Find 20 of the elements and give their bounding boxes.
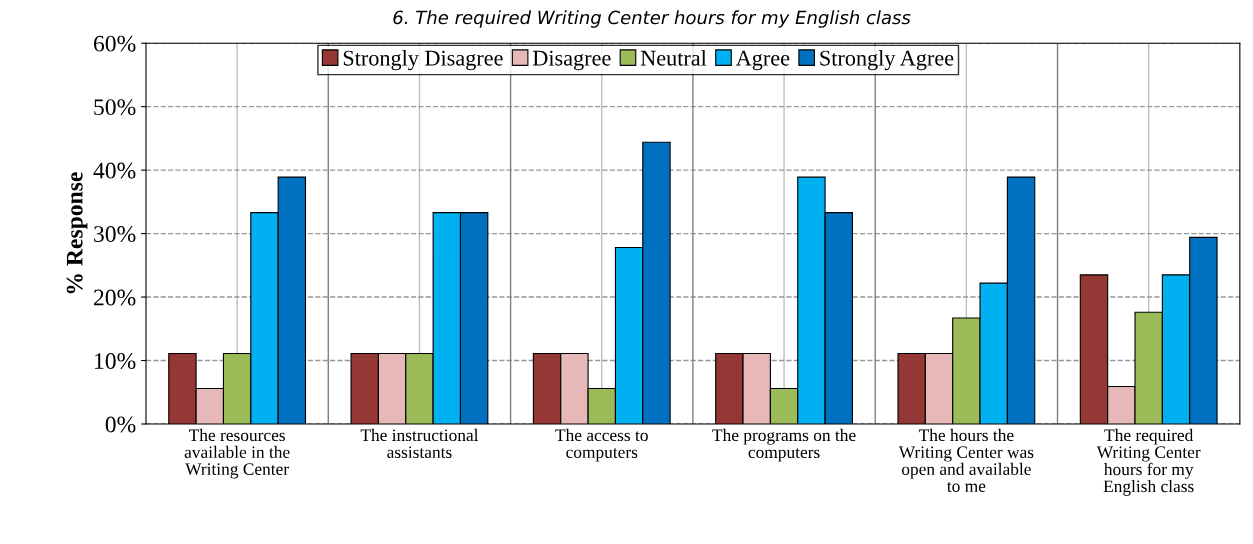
text: 6. The required Writing Center hours for my English class xyxy=(393,10,911,28)
y-tick-label: 20% xyxy=(94,289,136,306)
x-tick-label: The hours the Writing Center was open and available to me xyxy=(898,428,1034,492)
legend-label: Strongly Agree xyxy=(820,50,954,71)
x-tick-label: The access to computers xyxy=(555,428,648,462)
y-tick-label: 0% xyxy=(105,416,136,433)
legend-label: Neutral xyxy=(640,50,707,66)
y-tick-label: 60% xyxy=(93,35,136,52)
x-tick-label: The instructional assistants xyxy=(360,428,479,459)
y-tick-label: 10% xyxy=(95,353,136,370)
x-tick-label: The programs on the computers xyxy=(712,428,856,462)
y-tick-label: 50% xyxy=(94,99,136,116)
y-axis-title: % Response xyxy=(66,172,88,294)
legend-label: Agree xyxy=(735,50,790,71)
legend-label: Strongly Disagree xyxy=(343,50,503,71)
x-tick-label: The required Writing Center hours for my English class xyxy=(1096,428,1201,496)
y-tick-label: 40% xyxy=(93,162,136,179)
x-tick-label: The resources available in the Writing Center xyxy=(184,428,290,479)
y-tick-label: 30% xyxy=(94,226,136,243)
legend-label: Disagree xyxy=(532,50,611,71)
